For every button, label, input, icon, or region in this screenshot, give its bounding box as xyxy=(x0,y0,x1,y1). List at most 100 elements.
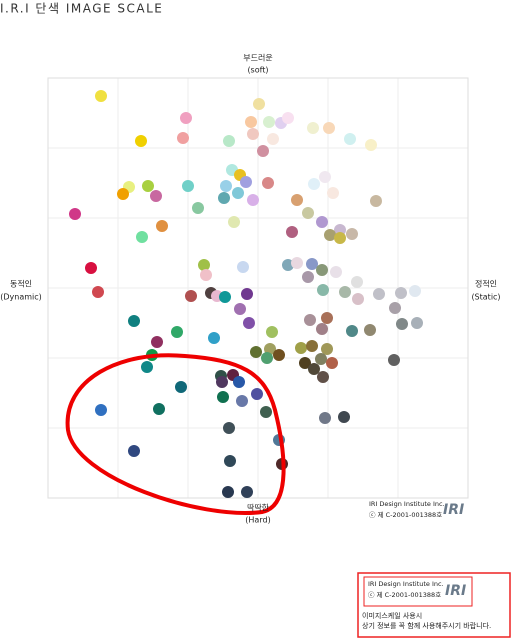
color-point xyxy=(208,332,220,344)
color-point xyxy=(219,291,231,303)
color-point xyxy=(253,98,265,110)
color-point xyxy=(236,395,248,407)
notice-inner-box xyxy=(363,576,473,607)
color-point xyxy=(223,135,235,147)
color-point xyxy=(241,486,253,498)
color-point xyxy=(295,342,307,354)
color-point xyxy=(282,112,294,124)
color-point xyxy=(150,190,162,202)
color-point xyxy=(232,187,244,199)
color-point xyxy=(291,257,303,269)
color-point xyxy=(260,406,272,418)
color-point xyxy=(95,404,107,416)
color-point xyxy=(247,194,259,206)
notice-text: 이미지스케일 사용시 xyxy=(362,611,422,620)
color-point xyxy=(263,116,275,128)
color-point xyxy=(192,202,204,214)
color-point xyxy=(175,381,187,393)
color-point xyxy=(339,286,351,298)
color-point xyxy=(370,195,382,207)
chart-title: I.R.I 단색 IMAGE SCALE xyxy=(0,2,163,16)
axis-label: 동적인 xyxy=(10,279,32,289)
color-point xyxy=(262,177,274,189)
color-point xyxy=(180,112,192,124)
color-point xyxy=(273,349,285,361)
color-point xyxy=(352,293,364,305)
color-point xyxy=(411,317,423,329)
axis-label: 부드러운 xyxy=(243,54,272,63)
color-point xyxy=(95,90,107,102)
axis-label: (Hard) xyxy=(245,516,270,525)
color-point xyxy=(136,231,148,243)
color-point xyxy=(324,229,336,241)
color-point xyxy=(330,266,342,278)
color-point xyxy=(142,180,154,192)
color-point xyxy=(69,208,81,220)
color-point xyxy=(247,128,259,140)
color-point xyxy=(291,194,303,206)
color-point xyxy=(251,388,263,400)
color-point xyxy=(177,132,189,144)
color-point xyxy=(351,276,363,288)
color-point xyxy=(316,323,328,335)
notice-box xyxy=(357,572,511,638)
color-point xyxy=(307,122,319,134)
color-point xyxy=(317,371,329,383)
axis-label: (Static) xyxy=(471,293,500,302)
notice-text: 상기 정보를 꼭 함께 사용해주시기 바랍니다. xyxy=(362,621,491,630)
color-point xyxy=(317,284,329,296)
color-point xyxy=(153,403,165,415)
color-point xyxy=(319,412,331,424)
color-point xyxy=(220,180,232,192)
color-point xyxy=(234,303,246,315)
color-point xyxy=(218,192,230,204)
axis-label: (soft) xyxy=(247,66,268,75)
color-point xyxy=(282,259,294,271)
color-point xyxy=(302,271,314,283)
color-point xyxy=(409,285,421,297)
notice-logo: IRI xyxy=(445,583,466,599)
color-point xyxy=(396,318,408,330)
color-point xyxy=(334,232,346,244)
color-point xyxy=(365,139,377,151)
axis-label: 정적인 xyxy=(475,279,497,289)
color-point xyxy=(364,324,376,336)
color-point xyxy=(185,290,197,302)
color-point xyxy=(182,180,194,192)
color-point xyxy=(261,352,273,364)
color-point xyxy=(135,135,147,147)
color-point xyxy=(323,122,335,134)
color-point xyxy=(92,286,104,298)
color-point xyxy=(237,261,249,273)
color-point xyxy=(326,357,338,369)
color-point xyxy=(240,176,252,188)
plot-frame xyxy=(47,77,469,499)
color-point xyxy=(151,336,163,348)
color-point xyxy=(233,376,245,388)
color-point xyxy=(250,346,262,358)
color-point xyxy=(306,258,318,270)
color-point xyxy=(223,422,235,434)
color-point xyxy=(344,133,356,145)
color-point xyxy=(308,178,320,190)
color-point xyxy=(346,325,358,337)
color-point xyxy=(388,354,400,366)
color-point xyxy=(346,228,358,240)
color-point xyxy=(327,187,339,199)
color-point xyxy=(321,312,333,324)
color-point xyxy=(198,259,210,271)
color-point xyxy=(315,353,327,365)
notice-credit: IRI Design Institute Inc. xyxy=(368,580,444,588)
color-point xyxy=(316,264,328,276)
notice-credit: ⓒ 제 C-2001-001388호 xyxy=(368,591,441,599)
color-point xyxy=(267,133,279,145)
color-point xyxy=(308,363,320,375)
color-point xyxy=(217,391,229,403)
color-point xyxy=(389,302,401,314)
color-point xyxy=(319,171,331,183)
credit: ⓒ 제 C-2001-001388호 xyxy=(369,511,442,519)
color-point xyxy=(304,314,316,326)
logo: IRI xyxy=(443,502,464,518)
color-point xyxy=(141,361,153,373)
